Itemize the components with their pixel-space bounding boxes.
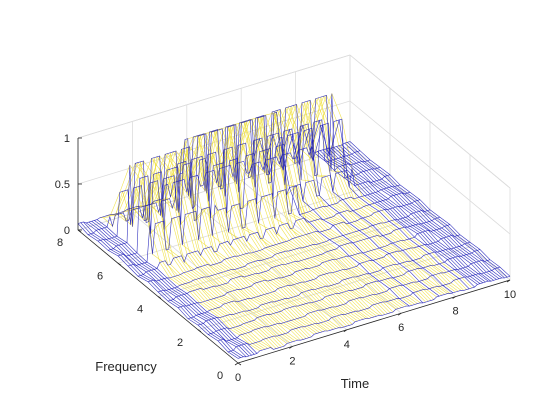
mesh-line-frequency <box>147 199 421 282</box>
mesh-line-frequency <box>207 249 481 335</box>
x-tick-mark <box>397 312 402 316</box>
mesh-line-frequency <box>217 259 491 342</box>
x-tick-label: 8 <box>453 306 459 318</box>
y-tick-mark <box>117 262 122 266</box>
mesh-line-frequency <box>197 241 471 326</box>
mesh-line-time <box>77 223 239 359</box>
mesh-line-frequency <box>97 93 371 242</box>
mesh-line-frequency <box>177 224 451 308</box>
y-tick-label: 8 <box>57 237 63 249</box>
y-axis-label: Frequency <box>95 359 157 374</box>
x-tick-label: 4 <box>344 339 350 351</box>
y-tick-mark <box>237 362 242 366</box>
z-tick-label: 0.5 <box>55 179 70 191</box>
mesh-line-time <box>83 221 244 357</box>
x-axis-line <box>237 279 511 364</box>
x-tick-label: 6 <box>398 322 404 334</box>
x-tick-label: 10 <box>504 289 516 301</box>
z-tick-label: 0 <box>64 225 70 237</box>
surface-mesh <box>77 92 511 359</box>
x-tick-mark <box>452 296 456 299</box>
mesh-line-time <box>113 160 274 350</box>
mesh-line-frequency <box>227 266 501 353</box>
x-tick-mark <box>289 346 293 349</box>
top-back-edge <box>77 54 351 139</box>
y-tick-label: 6 <box>97 270 103 282</box>
gridline-z-side <box>349 146 511 281</box>
mesh-line-frequency <box>237 276 511 359</box>
mesh-line-frequency <box>127 184 401 267</box>
mesh-line-frequency <box>137 192 411 277</box>
mesh-line-time <box>347 142 508 278</box>
gridline-z-side <box>349 100 511 235</box>
x-tick-mark <box>506 279 511 283</box>
x-tick-mark <box>234 362 239 366</box>
y-tick-label: 2 <box>177 337 183 349</box>
y-tick-label: 4 <box>137 304 143 316</box>
y-tick-label: 0 <box>217 370 223 382</box>
mesh-line-frequency <box>187 234 461 319</box>
mesh-line-frequency <box>157 209 431 293</box>
mesh-line-frequency <box>107 111 381 251</box>
x-tick-label: 0 <box>235 372 241 384</box>
x-axis-label: Time <box>341 376 369 391</box>
x-tick-label: 2 <box>289 355 295 367</box>
mesh-line-frequency <box>77 141 351 224</box>
axes-grid <box>77 54 511 364</box>
z-tick-label: 1 <box>64 133 70 145</box>
top-side-edge <box>349 54 511 189</box>
y-tick-mark <box>197 329 202 333</box>
axes-lines <box>77 137 511 366</box>
x-tick-mark <box>343 329 348 333</box>
mesh-line-frequency <box>87 119 361 235</box>
y-tick-mark <box>157 296 162 299</box>
mesh-line-frequency <box>167 216 441 302</box>
